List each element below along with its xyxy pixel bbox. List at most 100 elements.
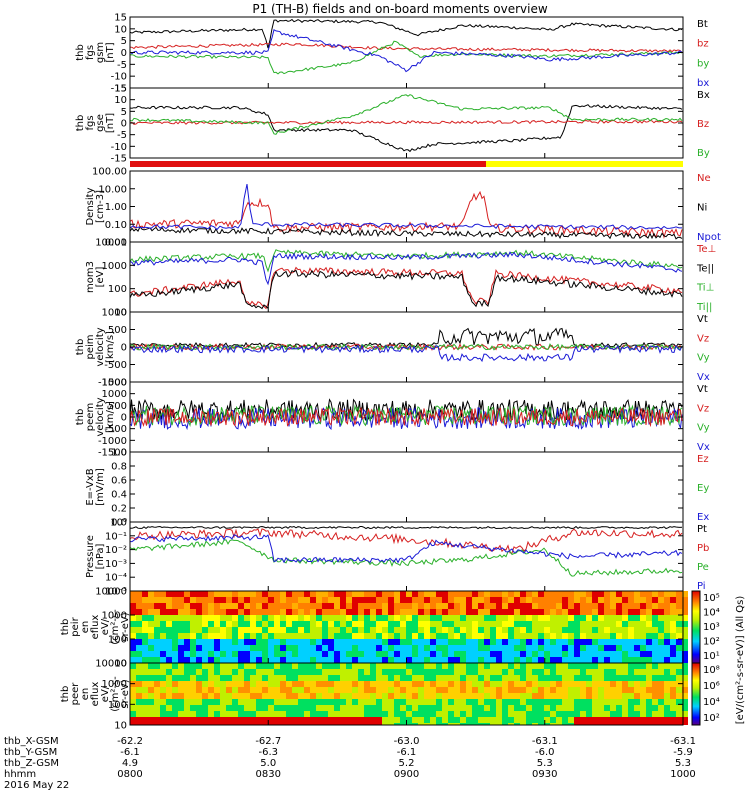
spectrogram-cell	[262, 591, 268, 597]
ephemeris-value: -6.3	[258, 747, 278, 758]
spectrogram-cell	[202, 705, 208, 711]
spectrogram-cell	[526, 591, 532, 597]
spectrogram-cell	[382, 621, 388, 627]
spectrogram-cell	[586, 675, 592, 681]
spectrogram-cell	[544, 663, 550, 669]
spectrogram-cell	[364, 693, 370, 699]
spectrogram-cell	[406, 711, 412, 717]
spectrogram-cell	[292, 633, 298, 639]
spectrogram-cell	[484, 681, 490, 687]
spectrogram-cell	[400, 663, 406, 669]
spectrogram-cell	[208, 621, 214, 627]
spectrogram-cell	[136, 615, 142, 621]
spectrogram-cell	[424, 681, 430, 687]
spectrogram-cell	[676, 663, 682, 669]
spectrogram-cell	[418, 615, 424, 621]
spectrogram-cell	[544, 651, 550, 657]
y-axis-label: mom3 [eV]	[85, 261, 106, 293]
spectrogram-cell	[418, 669, 424, 675]
spectrogram-cell	[346, 615, 352, 621]
spectrogram-cell	[310, 681, 316, 687]
spectrogram-cell	[484, 615, 490, 621]
spectrogram-cell	[460, 711, 466, 717]
spectrogram-cell	[424, 591, 430, 597]
spectrogram-cell	[328, 639, 334, 645]
spectrogram-cell	[328, 615, 334, 621]
spectrogram-cell	[670, 669, 676, 675]
spectrogram-cell	[310, 723, 316, 725]
spectrogram-cell	[682, 699, 688, 705]
spectrogram-cell	[532, 621, 538, 627]
spectrogram-cell	[400, 717, 406, 723]
spectrogram-cell	[160, 681, 166, 687]
spectrogram-cell	[388, 597, 394, 603]
spectrogram-cell	[610, 693, 616, 699]
ephemeris-value: 1000	[670, 769, 695, 780]
spectrogram-cell	[376, 627, 382, 633]
spectrogram-cell	[502, 597, 508, 603]
spectrogram-cell	[280, 651, 286, 657]
spectrogram-cell	[556, 711, 562, 717]
spectrogram-cell	[424, 615, 430, 621]
spectrogram-cell	[682, 603, 688, 609]
spectrogram-cell	[508, 639, 514, 645]
spectrogram-cell	[634, 633, 640, 639]
spectrogram-cell	[634, 705, 640, 711]
spectrogram-cell	[136, 699, 142, 705]
spectrogram-cell	[136, 693, 142, 699]
spectrogram-cell	[142, 675, 148, 681]
spectrogram-cell	[334, 681, 340, 687]
spectrogram-cell	[466, 633, 472, 639]
spectrogram-cell	[496, 699, 502, 705]
spectrogram-cell	[154, 693, 160, 699]
spectrogram-cell	[604, 597, 610, 603]
spectrogram-cell	[442, 711, 448, 717]
spectrogram-cell	[202, 621, 208, 627]
spectrogram-cell	[484, 705, 490, 711]
legend-entry: Pe	[697, 562, 709, 573]
spectrogram-cell	[376, 723, 382, 725]
spectrogram-cell	[490, 699, 496, 705]
spectrogram-cell	[394, 651, 400, 657]
spectrogram-cell	[232, 591, 238, 597]
spectrogram-cell	[658, 615, 664, 621]
y-axis-label-line: [km/s]	[105, 401, 116, 433]
spectrogram-cell	[178, 675, 184, 681]
spectrogram-cell	[346, 603, 352, 609]
spectrogram-cell	[436, 603, 442, 609]
spectrogram-cell	[358, 705, 364, 711]
spectrogram-cell	[226, 699, 232, 705]
spectrogram-cell	[268, 657, 274, 663]
spectrogram-cell	[310, 693, 316, 699]
spectrogram-cell	[214, 687, 220, 693]
spectrogram-cell	[322, 687, 328, 693]
spectrogram-cell	[298, 621, 304, 627]
spectrogram-cell	[370, 675, 376, 681]
spectrogram-cell	[646, 651, 652, 657]
spectrogram-cell	[514, 711, 520, 717]
legend-entry: Vy	[697, 353, 710, 364]
spectrogram-cell	[592, 705, 598, 711]
spectrogram-cell	[406, 669, 412, 675]
spectrogram-cell	[550, 663, 556, 669]
spectrogram-cell	[178, 699, 184, 705]
spectrogram-cell	[178, 681, 184, 687]
panel-frame	[129, 521, 684, 592]
spectrogram-cell	[436, 645, 442, 651]
spectrogram-cell	[514, 603, 520, 609]
spectrogram-cell	[346, 717, 352, 723]
spectrogram-cell	[238, 687, 244, 693]
spectrogram-cell	[658, 621, 664, 627]
spectrogram-cell	[394, 603, 400, 609]
spectrogram-cell	[172, 645, 178, 651]
y-tick-label: 5	[121, 107, 127, 118]
spectrogram-cell	[526, 717, 532, 723]
spectrogram-cell	[160, 603, 166, 609]
spectrogram-cell	[472, 675, 478, 681]
spectrogram-cell	[376, 639, 382, 645]
spectrogram-cell	[556, 669, 562, 675]
spectrogram-cell	[532, 699, 538, 705]
spectrogram-cell	[226, 597, 232, 603]
spectrogram-cell	[610, 711, 616, 717]
spectrogram-cell	[178, 603, 184, 609]
